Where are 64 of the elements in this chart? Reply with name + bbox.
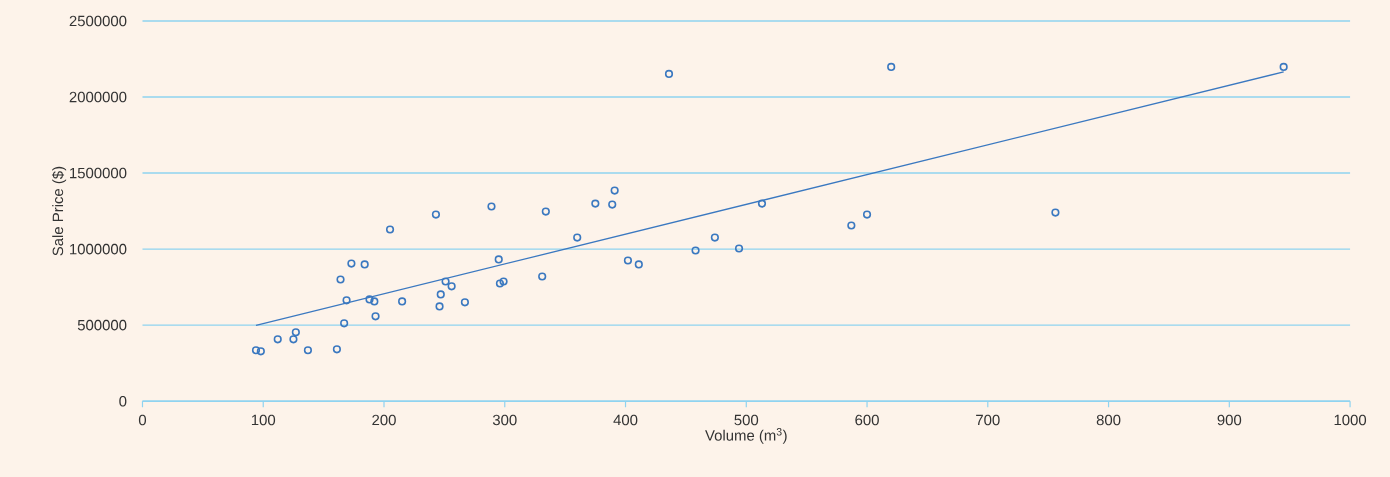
- point: [441, 277, 450, 286]
- point: [499, 277, 508, 286]
- point: [710, 233, 719, 242]
- point: [291, 328, 300, 337]
- x-tick-label: 300: [492, 414, 517, 426]
- point: [1279, 62, 1288, 71]
- point: [664, 69, 674, 78]
- point: [591, 199, 600, 208]
- point: [1051, 208, 1060, 217]
- y-tick-label: 0: [119, 395, 127, 407]
- point: [460, 298, 469, 307]
- x-axis-title: Volume (m$^{3}$): [705, 428, 787, 444]
- point: [273, 335, 282, 344]
- point: [371, 312, 380, 321]
- point: [398, 297, 407, 306]
- point: [541, 207, 550, 216]
- point: [494, 255, 503, 264]
- point: [608, 200, 617, 209]
- point: [342, 296, 351, 305]
- y-tick-label: 1500000: [70, 167, 127, 179]
- point: [495, 279, 505, 288]
- point: [365, 295, 374, 304]
- point: [847, 221, 856, 230]
- point: [634, 260, 643, 269]
- y-tick-label: 2000000: [69, 91, 127, 103]
- point: [757, 199, 767, 208]
- point: [734, 244, 744, 253]
- point: [385, 225, 395, 234]
- point: [610, 186, 619, 195]
- x-tick-label: 500: [734, 414, 759, 426]
- point: [256, 347, 265, 356]
- y-tick-label: 2500000: [69, 15, 127, 27]
- point: [447, 282, 456, 291]
- x-tick-label: 900: [1217, 414, 1242, 426]
- point: [336, 275, 345, 284]
- y-tick-label: 500000: [77, 319, 127, 331]
- point: [435, 302, 444, 311]
- x-tick-label: 700: [976, 414, 1000, 426]
- point: [370, 297, 379, 306]
- point: [538, 272, 547, 281]
- point: [862, 210, 872, 219]
- point: [887, 62, 896, 71]
- point: [347, 259, 356, 268]
- x-tick-label: 0: [138, 414, 147, 426]
- x-tick-label: 200: [372, 414, 396, 426]
- point: [623, 256, 633, 265]
- point: [303, 346, 313, 355]
- point: [360, 260, 369, 269]
- point: [487, 202, 496, 211]
- point: [289, 335, 298, 344]
- point: [431, 210, 441, 219]
- x-tick-label: 400: [613, 414, 638, 426]
- y-axis-title: Sale Price ($): [51, 166, 67, 256]
- x-tick-label: 800: [1096, 414, 1121, 426]
- y-tick-label: 1000000: [70, 243, 127, 255]
- x-tick-label: 100: [251, 414, 276, 426]
- x-tick-label: 600: [855, 414, 879, 426]
- point: [436, 290, 445, 299]
- point: [573, 233, 582, 242]
- point: [251, 346, 261, 355]
- point: [691, 246, 700, 255]
- point: [340, 319, 349, 328]
- point: [332, 345, 341, 354]
- x-tick-label: 1000: [1334, 414, 1367, 426]
